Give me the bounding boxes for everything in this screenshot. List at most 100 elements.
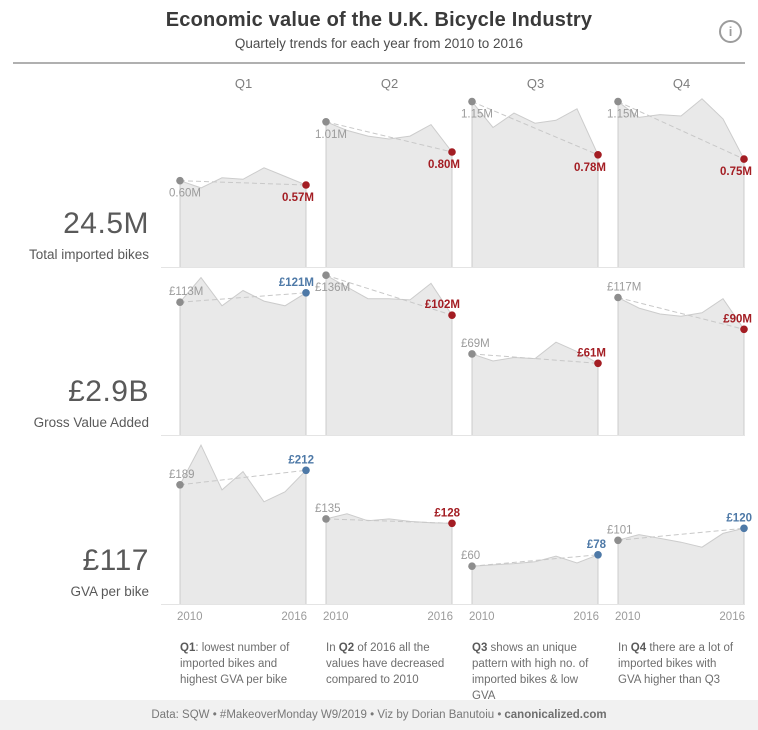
area-chart-q2[interactable]: £135 £128 xyxy=(307,435,461,604)
area-mark[interactable] xyxy=(472,554,598,604)
end-value-label: 0.75M xyxy=(720,166,752,178)
trend-dashed-line xyxy=(471,353,599,364)
trend-dashed-line xyxy=(471,554,599,567)
area-mark[interactable] xyxy=(180,167,306,267)
area-outline xyxy=(471,341,599,435)
area-outline xyxy=(179,276,307,435)
header: Economic value of the U.K. Bicycle Indus… xyxy=(13,0,745,64)
start-value-label: 1.15M xyxy=(461,109,493,121)
x-axis-q1: 2010 2016 xyxy=(161,605,307,632)
x-axis-q2: 2010 2016 xyxy=(307,605,453,632)
area-mark[interactable] xyxy=(472,101,598,267)
area-outline xyxy=(325,274,453,435)
start-value-label: £135 xyxy=(315,503,341,515)
start-dot-2010[interactable] xyxy=(322,271,330,279)
start-dot-2010[interactable] xyxy=(176,176,184,185)
end-dot-2016[interactable] xyxy=(448,519,456,528)
footer: Data: SQW • #MakeoverMonday W9/2019 • Vi… xyxy=(0,700,758,730)
start-dot-2010[interactable] xyxy=(614,293,622,302)
area-outline xyxy=(179,443,307,604)
end-dot-2016[interactable] xyxy=(594,551,602,559)
area-chart-q4[interactable]: £101 £120 xyxy=(599,435,752,604)
area-chart-q3[interactable]: £60 £78 xyxy=(453,435,607,604)
chart-gva-per-bike-q3[interactable]: £60 £78 xyxy=(453,435,607,605)
end-dot-2016[interactable] xyxy=(594,151,602,159)
trend-dashed-line xyxy=(179,180,307,186)
column-header-q3: Q3 xyxy=(526,76,545,91)
info-icon[interactable]: i xyxy=(719,20,742,43)
axis-year-end: 2016 xyxy=(281,611,307,623)
chart-gva-q2[interactable]: £136M £102M xyxy=(307,267,460,436)
start-dot-2010[interactable] xyxy=(176,298,184,306)
annotation-q1: Q1: lowest number of imported bikes and … xyxy=(180,642,290,686)
start-dot-2010[interactable] xyxy=(322,515,330,523)
area-mark[interactable] xyxy=(180,445,306,604)
end-dot-2016[interactable] xyxy=(448,311,456,319)
end-dot-2016[interactable] xyxy=(740,524,748,533)
page-subtitle: Quartely trends for each year from 2010 … xyxy=(234,36,524,51)
end-dot-2016[interactable] xyxy=(302,181,310,189)
chart-gva-per-bike-q1[interactable]: £189 £212 xyxy=(161,435,314,605)
metric-label: Gross Value Added xyxy=(33,415,149,430)
annotation-quarter-ref: Q4 xyxy=(630,642,647,654)
area-chart-q3[interactable]: 1.15M 0.78M xyxy=(453,93,606,267)
area-chart-q3[interactable]: £69M £61M xyxy=(453,267,606,435)
start-dot-2010[interactable] xyxy=(468,562,476,570)
area-mark[interactable] xyxy=(180,277,306,435)
area-mark[interactable] xyxy=(472,342,598,435)
end-dot-2016[interactable] xyxy=(740,155,748,163)
area-mark[interactable] xyxy=(326,121,452,267)
end-dot-2016[interactable] xyxy=(448,148,456,156)
area-chart-q1[interactable]: £189 £212 xyxy=(161,435,314,604)
start-dot-2010[interactable] xyxy=(468,350,476,358)
area-chart-q1[interactable]: £113M £121M xyxy=(161,267,314,435)
start-dot-2010[interactable] xyxy=(614,97,622,106)
area-outline xyxy=(325,513,453,604)
axis-year-end: 2016 xyxy=(427,611,453,623)
end-dot-2016[interactable] xyxy=(740,325,748,334)
end-dot-2016[interactable] xyxy=(302,289,310,297)
trend-dashed-line xyxy=(325,518,453,524)
trend-dashed-line xyxy=(325,121,453,153)
dashboard-grid: Q1 Q2 Q3 Q4 24.5M Total imported bikes 0… xyxy=(0,64,752,702)
chart-gva-q3[interactable]: £69M £61M xyxy=(453,267,606,436)
annotation-quarter-ref: Q1 xyxy=(180,642,196,654)
end-dot-2016[interactable] xyxy=(302,466,310,475)
chart-imported-bikes-q2[interactable]: 1.01M 0.80M xyxy=(307,93,460,268)
area-chart-q4[interactable]: £117M £90M xyxy=(599,267,752,436)
chart-imported-bikes-q1[interactable]: 0.60M 0.57M xyxy=(161,93,314,268)
area-chart-q2[interactable]: 1.01M 0.80M xyxy=(307,93,460,267)
column-header-q4: Q4 xyxy=(672,76,691,91)
area-chart-q1[interactable]: 0.60M 0.57M xyxy=(161,93,314,267)
start-value-label: £60 xyxy=(461,550,480,562)
start-value-label: 0.60M xyxy=(169,188,201,200)
metric-gva-per-bike: £117 GVA per bike xyxy=(0,436,161,605)
axis-year-start: 2010 xyxy=(615,611,641,623)
chart-gva-per-bike-q4[interactable]: £101 £120 xyxy=(599,435,752,605)
area-outline xyxy=(179,167,307,267)
start-dot-2010[interactable] xyxy=(468,97,476,106)
area-outline xyxy=(617,296,745,435)
start-dot-2010[interactable] xyxy=(176,481,184,489)
area-mark[interactable] xyxy=(618,98,744,267)
chart-gva-per-bike-q2[interactable]: £135 £128 xyxy=(307,435,461,605)
end-dot-2016[interactable] xyxy=(594,359,602,368)
area-mark[interactable] xyxy=(326,513,452,604)
start-value-label: £117M xyxy=(607,282,641,294)
area-mark[interactable] xyxy=(326,275,452,435)
area-mark[interactable] xyxy=(618,297,744,436)
end-value-label: 0.80M xyxy=(428,159,460,171)
metric-label: Total imported bikes xyxy=(28,247,149,262)
axis-year-end: 2016 xyxy=(719,611,745,623)
chart-imported-bikes-q3[interactable]: 1.15M 0.78M xyxy=(453,93,606,268)
area-outline xyxy=(471,554,599,604)
start-dot-2010[interactable] xyxy=(614,536,622,545)
chart-gva-q1[interactable]: £113M £121M xyxy=(161,267,314,436)
start-dot-2010[interactable] xyxy=(322,118,330,126)
chart-gva-q4[interactable]: £117M £90M xyxy=(599,267,752,436)
area-chart-q4[interactable]: 1.15M 0.75M xyxy=(599,93,752,267)
area-chart-q2[interactable]: £136M £102M xyxy=(307,267,460,435)
area-mark[interactable] xyxy=(618,528,744,604)
area-outline xyxy=(617,527,745,604)
chart-imported-bikes-q4[interactable]: 1.15M 0.75M xyxy=(599,93,752,268)
